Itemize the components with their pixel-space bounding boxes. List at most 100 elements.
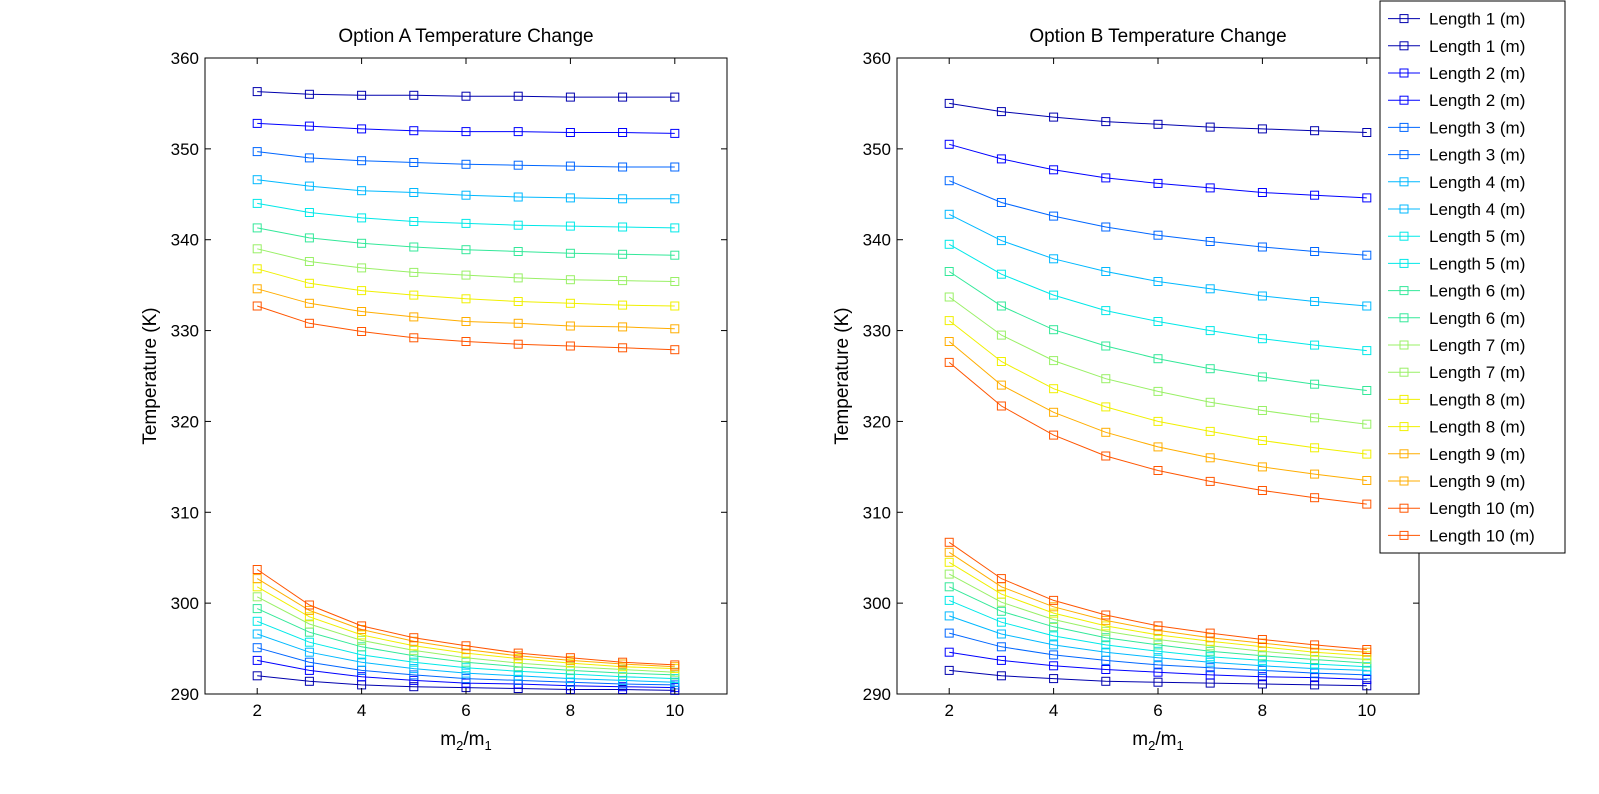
y-tick-label: 360 — [171, 49, 199, 68]
series-line — [949, 143, 1367, 199]
data-point — [618, 92, 628, 102]
data-point — [304, 181, 314, 191]
data-point — [996, 629, 1006, 639]
data-point — [1153, 178, 1163, 188]
chart-option-b: Option B Temperature Change 2 4 6 8 10 290 300… — [832, 26, 1420, 753]
data-point — [1362, 449, 1372, 459]
series-line — [257, 91, 675, 98]
data-point — [304, 153, 314, 163]
data-point — [1049, 290, 1059, 300]
data-point — [1153, 621, 1163, 631]
data-point — [1310, 297, 1320, 306]
data-point — [513, 192, 523, 202]
legend-label: Length 9 (m) — [1429, 472, 1525, 491]
legend-swatch-marker — [1399, 204, 1409, 214]
series — [944, 595, 1372, 672]
y-tick-label: 350 — [863, 140, 891, 159]
series — [944, 357, 1372, 509]
y-tick-label: 300 — [171, 594, 199, 613]
data-point — [304, 637, 314, 647]
legend-entry: Length 7 (m) — [1388, 363, 1525, 382]
data-point — [252, 147, 262, 157]
legend-label: Length 3 (m) — [1429, 118, 1525, 137]
data-point — [252, 616, 262, 626]
data-point — [996, 617, 1006, 627]
data-point — [944, 665, 954, 675]
data-point — [1049, 165, 1059, 175]
data-point — [996, 589, 1006, 599]
legend-swatch-marker — [1399, 503, 1409, 513]
legend-swatch-marker — [1399, 340, 1409, 350]
data-point — [1257, 334, 1267, 344]
data-point — [670, 194, 680, 204]
series-line — [948, 586, 1367, 664]
data-point — [944, 582, 954, 592]
data-point — [1049, 384, 1059, 394]
data-point — [1257, 372, 1267, 382]
data-point — [252, 629, 262, 639]
y-tick-label: 310 — [863, 503, 891, 522]
series-line — [256, 569, 675, 666]
data-point — [357, 635, 367, 645]
data-point — [513, 318, 523, 328]
legend-label: Length 6 (m) — [1429, 282, 1525, 301]
series-line — [257, 288, 675, 330]
legend-swatch-marker — [1399, 530, 1409, 540]
data-point — [461, 270, 471, 280]
data-point — [252, 574, 262, 584]
data-point — [409, 675, 419, 685]
data-point — [409, 682, 419, 692]
legend-entry: Length 4 (m) — [1388, 173, 1525, 192]
data-point — [1049, 112, 1059, 122]
legend-entry: Length 2 (m) — [1388, 91, 1525, 110]
data-point — [1257, 291, 1267, 301]
series — [944, 176, 1372, 260]
data-point — [944, 537, 954, 547]
data-point — [996, 655, 1006, 665]
data-point — [670, 660, 680, 670]
legend-entry: Length 3 (m) — [1388, 118, 1525, 137]
data-point — [618, 249, 628, 259]
data-point — [513, 160, 523, 170]
legend-label: Length 10 (m) — [1429, 499, 1535, 518]
data-point — [1049, 602, 1059, 612]
data-point — [1101, 633, 1111, 643]
legend-swatch-marker — [1399, 422, 1409, 432]
legend-label: Length 3 (m) — [1429, 146, 1525, 165]
data-point — [565, 298, 575, 308]
data-point — [618, 128, 628, 137]
data-point — [1101, 402, 1111, 412]
data-point — [618, 276, 628, 286]
data-point — [252, 223, 262, 233]
data-point — [461, 159, 471, 169]
data-point — [1153, 354, 1163, 364]
series-line — [256, 596, 675, 673]
data-point — [1101, 341, 1111, 351]
data-point — [1310, 640, 1320, 650]
legend-swatch-marker — [1399, 286, 1409, 296]
x-tick-label: 6 — [1153, 701, 1162, 720]
y-tick-label: 330 — [863, 322, 891, 341]
series-line — [257, 620, 675, 680]
data-point — [461, 337, 471, 346]
data-point — [944, 595, 954, 605]
legend-swatch-marker — [1399, 177, 1409, 187]
data-point — [357, 286, 367, 296]
x-tick-label: 2 — [252, 701, 261, 720]
data-point — [1101, 640, 1111, 650]
data-point — [513, 127, 523, 137]
legend-entry: Length 9 (m) — [1388, 472, 1525, 491]
data-point — [1362, 346, 1372, 356]
data-point — [670, 92, 680, 102]
data-point — [409, 217, 419, 226]
legend-label: Length 4 (m) — [1429, 200, 1525, 219]
data-point — [252, 118, 262, 128]
data-point — [252, 655, 262, 665]
data-point — [409, 158, 419, 167]
legend-label: Length 7 (m) — [1429, 336, 1525, 355]
data-point — [304, 208, 314, 217]
series — [252, 87, 680, 102]
data-point — [944, 357, 954, 367]
data-point — [1310, 247, 1320, 256]
data-point — [670, 277, 680, 286]
